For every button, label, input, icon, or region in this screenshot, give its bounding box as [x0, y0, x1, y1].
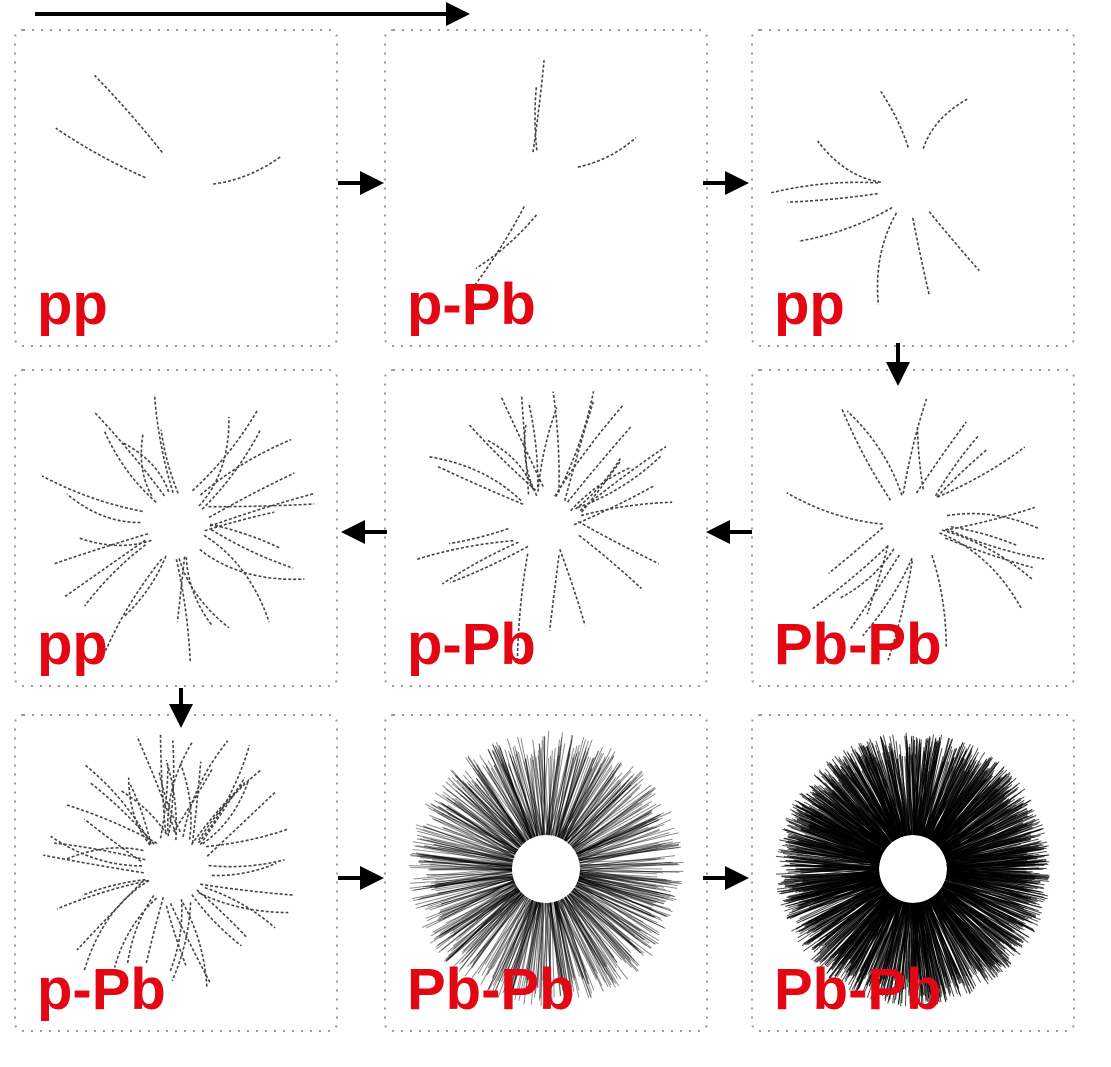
panel-label: pp [37, 272, 108, 337]
track [580, 871, 684, 872]
panel-label: Pb-Pb [407, 957, 575, 1022]
panel-label: p-Pb [407, 272, 536, 337]
panel: Pb-Pb [752, 715, 1074, 1031]
panel-label: p-Pb [37, 957, 166, 1022]
diagram: pp p-Pb pp pp p-Pb Pb-Pb p-Pb Pb-Pb Pb-Pb [0, 0, 1111, 1067]
panel-label: p-Pb [407, 612, 536, 677]
panel: p-Pb [385, 30, 707, 346]
panel-label: pp [37, 612, 108, 677]
panel: Pb-Pb [752, 370, 1074, 686]
beam-pipe [883, 839, 943, 899]
panel-label: Pb-Pb [774, 957, 942, 1022]
panel-label: pp [774, 272, 845, 337]
panel-label: Pb-Pb [774, 612, 942, 677]
panel: p-Pb [15, 715, 337, 1031]
panels: pp p-Pb pp pp p-Pb Pb-Pb p-Pb Pb-Pb Pb-Pb [15, 30, 1074, 1031]
panel: p-Pb [385, 370, 707, 686]
panel: pp [752, 30, 1074, 346]
page: ppp-Pbppppp-PbPb-Pbp-PbPb-PbPb-Pb (() =>… [0, 0, 1111, 1067]
track [544, 737, 545, 836]
panel: pp [15, 30, 337, 346]
beam-pipe [516, 839, 576, 899]
panel: pp [15, 370, 337, 686]
panel: Pb-Pb [385, 715, 707, 1031]
